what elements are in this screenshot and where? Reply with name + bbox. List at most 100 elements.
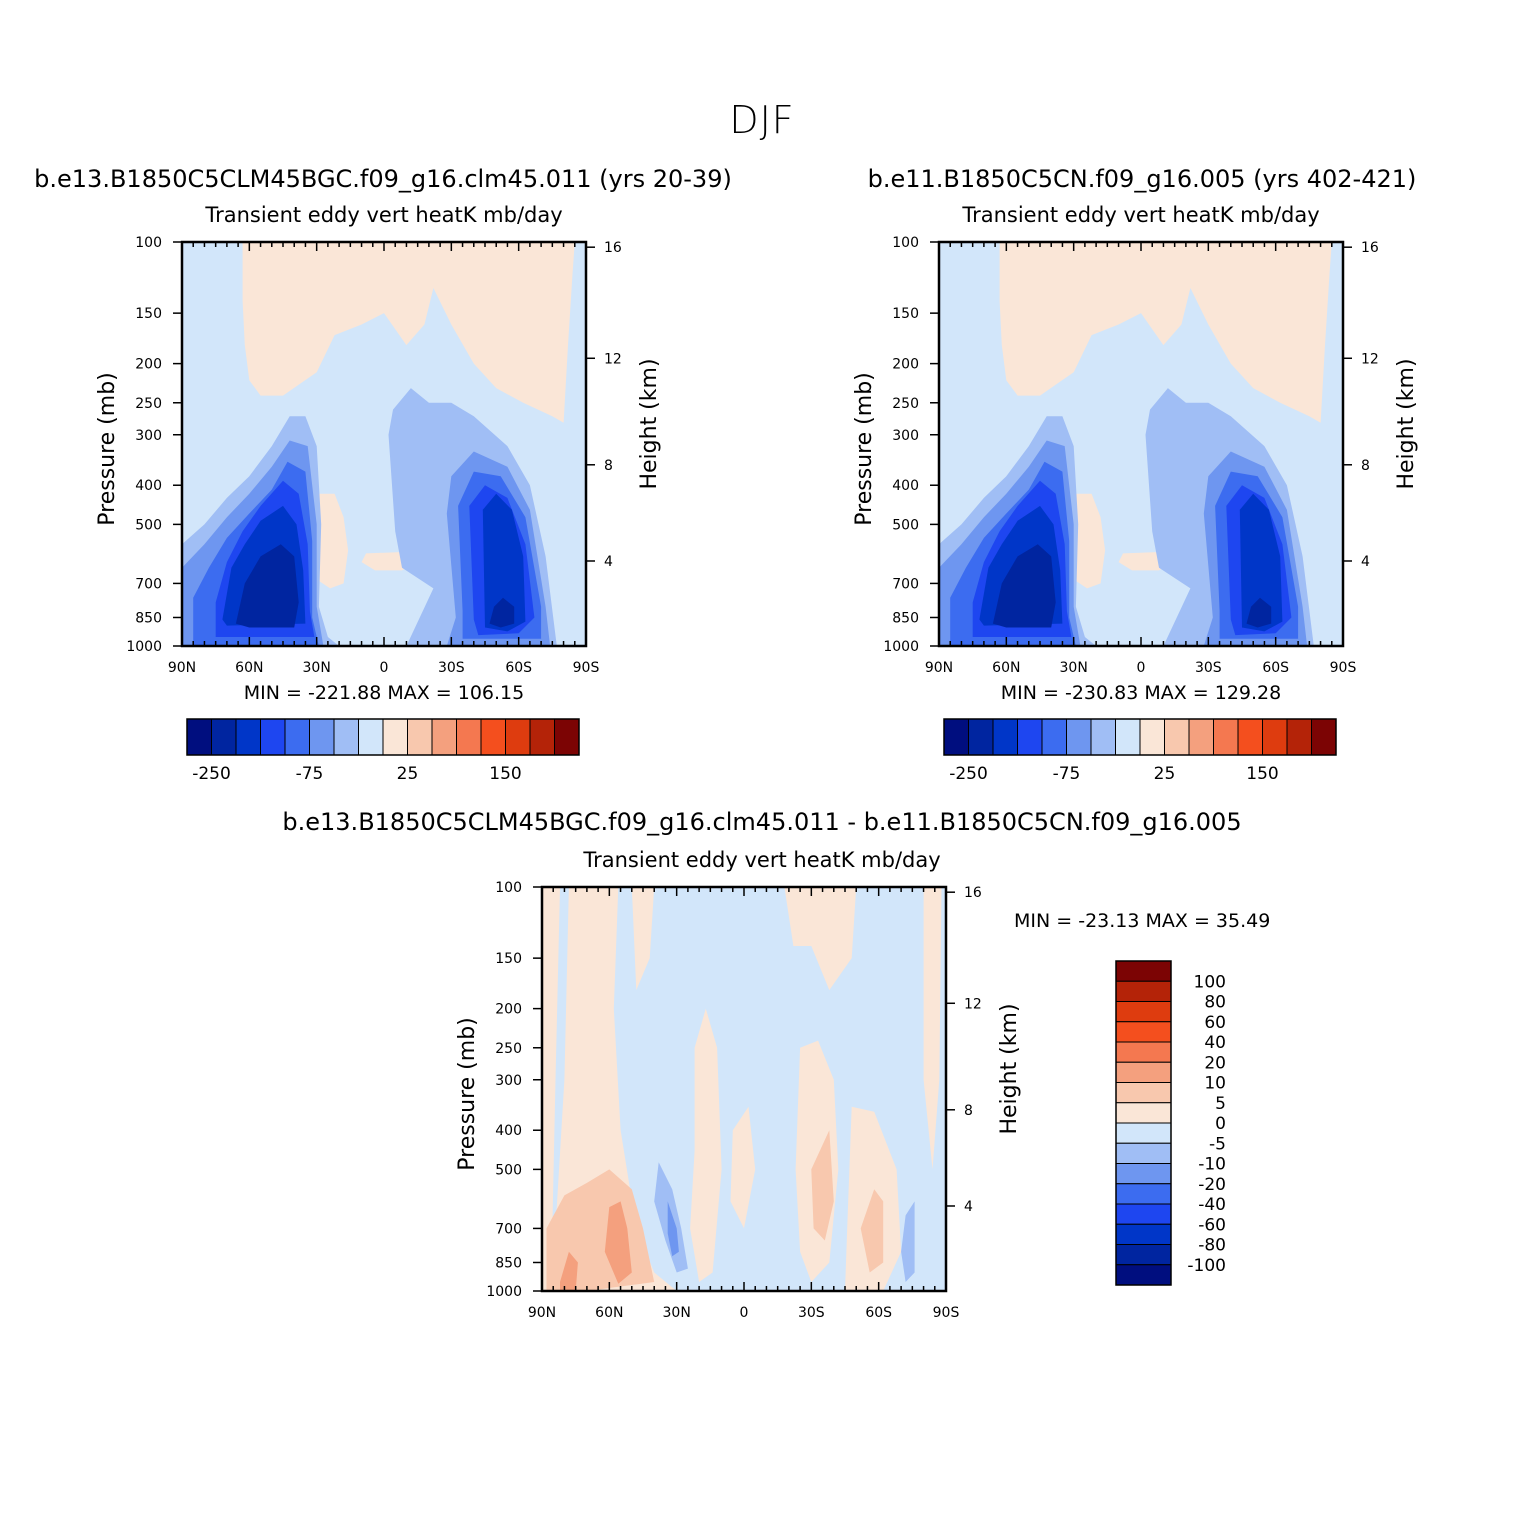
right-colorbar-swatch — [1286, 718, 1312, 756]
left-colorbar-swatch — [505, 718, 531, 756]
right-contour-plot: 90N 60N 30N 0 30S 60S 90S 100 150 200 250 300 400 500… — [852, 235, 1419, 676]
left-y2-tick-label: 4 — [604, 554, 613, 570]
diff-x-tick-label: 30S — [798, 1305, 825, 1321]
left-y-tick-label: 850 — [135, 610, 162, 626]
right-case-title: b.e11.B1850C5CN.f09_g16.005 (yrs 402-421… — [867, 165, 1417, 193]
right-y2-axis-title: Height (km) — [1394, 358, 1419, 489]
right-colorbar: -250 -75 25 150 — [943, 718, 1337, 784]
right-y2-tick-label: 12 — [1361, 351, 1379, 367]
left-sh-l2 — [482, 493, 526, 632]
right-y-tick-label: 700 — [892, 576, 919, 592]
left-colorbar-swatch — [407, 718, 433, 756]
right-colorbar-swatch — [968, 718, 994, 756]
left-colorbar-swatch — [431, 718, 457, 756]
diff-pos-4 — [690, 1008, 722, 1282]
diff-colorbar-swatch — [1115, 1041, 1172, 1063]
diff-colorbar-swatch — [1115, 1244, 1172, 1266]
diff-x-tick-label: 90S — [933, 1305, 960, 1321]
right-colorbar-swatch — [1090, 718, 1116, 756]
diff-subtitle: Transient eddy vert heatK mb/day — [583, 848, 941, 872]
diff-y-tick-label: 500 — [495, 1162, 522, 1178]
right-y2-tick-label: 4 — [1361, 554, 1370, 570]
diff-x-tick-label: 30N — [663, 1305, 691, 1321]
right-x-tick-label: 30S — [1195, 660, 1222, 676]
right-y-tick-label: 250 — [892, 396, 919, 412]
diff-y2-tick-label: 16 — [964, 885, 982, 901]
right-sh-l1 — [1246, 597, 1272, 628]
diff-colorbar-swatch — [1115, 1061, 1172, 1083]
left-colorbar-swatch — [333, 718, 359, 756]
left-minmax: MIN = -221.88 MAX = 106.15 — [243, 682, 525, 704]
diff-colorbar-label: 100 — [1194, 972, 1226, 992]
diff-colorbar-label: -100 — [1187, 1256, 1226, 1276]
diff-colorbar-label: -10 — [1198, 1155, 1226, 1175]
diff-case-title: b.e13.B1850C5CLM45BGC.f09_g16.clm45.011 … — [282, 808, 1242, 836]
right-x-tick-label: 30N — [1060, 660, 1088, 676]
left-y-tick-label: 400 — [135, 478, 162, 494]
diff-colorbar-label: 40 — [1204, 1033, 1226, 1053]
right-y2-tick-label: 16 — [1361, 240, 1379, 256]
diff-y-tick-label: 250 — [495, 1041, 522, 1057]
left-y-tick-label: 250 — [135, 396, 162, 412]
left-fields — [182, 242, 586, 646]
left-y-axis-title: Pressure (mb) — [95, 372, 120, 526]
diff-pos-sh-l2 — [860, 1189, 884, 1273]
right-x-tick-label: 0 — [1137, 660, 1146, 676]
left-colorbar-label: 150 — [489, 764, 521, 784]
left-y-tick-label: 150 — [135, 306, 162, 322]
right-colorbar-swatch — [1017, 718, 1043, 756]
left-colorbar-label: -250 — [192, 764, 231, 784]
diff-neg-1b — [667, 1201, 679, 1257]
diff-y2-tick-label: 4 — [964, 1199, 973, 1215]
right-colorbar-swatch — [992, 718, 1018, 756]
diff-colorbar-swatch — [1115, 1264, 1172, 1286]
right-x-tick-label: 60S — [1262, 660, 1289, 676]
diff-colorbar-swatch — [1115, 1142, 1172, 1164]
diff-y-tick-label: 200 — [495, 1002, 522, 1018]
right-fields — [939, 242, 1343, 646]
diff-pos-6 — [784, 887, 857, 991]
diff-colorbar-label: -80 — [1198, 1236, 1226, 1256]
right-subtitle: Transient eddy vert heatK mb/day — [962, 203, 1320, 227]
left-colorbar-swatch — [382, 718, 408, 756]
right-colorbar-swatch — [1115, 718, 1141, 756]
right-minmax: MIN = -230.83 MAX = 129.28 — [1000, 682, 1282, 704]
left-x-tick-label: 60N — [235, 660, 263, 676]
diff-x-tick-label: 90N — [528, 1305, 556, 1321]
diff-minmax: MIN = -23.13 MAX = 35.49 — [1014, 910, 1271, 932]
diff-colorbar-label: 80 — [1204, 993, 1226, 1013]
right-colorbar-frame — [943, 718, 1337, 756]
diff-pos-3 — [631, 887, 655, 991]
right-x-tick-label: 90S — [1330, 660, 1357, 676]
diff-pos-l3b — [560, 1251, 578, 1291]
right-colorbar-label: 25 — [1154, 764, 1176, 784]
diff-x-tick-label: 60S — [865, 1305, 892, 1321]
diff-y-tick-label: 1000 — [486, 1284, 522, 1300]
diff-colorbar-swatch — [1115, 1021, 1172, 1043]
left-colorbar-swatch — [284, 718, 310, 756]
diff-colorbar-label: -20 — [1198, 1175, 1226, 1195]
diff-colorbar-label: -40 — [1198, 1195, 1226, 1215]
right-colorbar-swatch — [1311, 718, 1337, 756]
right-colorbar-swatch — [1262, 718, 1288, 756]
left-colorbar-swatch — [211, 718, 237, 756]
diff-colorbar-label: 20 — [1204, 1053, 1226, 1073]
right-x-tick-label: 60N — [992, 660, 1020, 676]
left-y2-tick-label: 8 — [604, 458, 613, 474]
right-colorbar-swatch — [1041, 718, 1067, 756]
right-colorbar-swatch — [1237, 718, 1263, 756]
left-y-tick-label: 700 — [135, 576, 162, 592]
right-y-tick-label: 850 — [892, 610, 919, 626]
diff-pos-5 — [730, 1106, 756, 1229]
diff-colorbar-label: 60 — [1204, 1013, 1226, 1033]
right-y-tick-label: 500 — [892, 517, 919, 533]
left-y-tick-label: 200 — [135, 357, 162, 373]
left-y2-tick-label: 16 — [604, 240, 622, 256]
left-y-tick-label: 300 — [135, 428, 162, 444]
left-colorbar-swatch — [456, 718, 482, 756]
right-y-tick-label: 300 — [892, 428, 919, 444]
diff-colorbar-swatch — [1115, 1122, 1172, 1144]
left-x-tick-label: 30N — [303, 660, 331, 676]
left-colorbar-swatch — [235, 718, 261, 756]
